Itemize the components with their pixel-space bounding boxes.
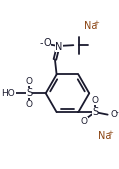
Text: O: O xyxy=(44,39,51,49)
Text: O: O xyxy=(92,96,99,105)
Text: O: O xyxy=(25,101,32,110)
Text: O: O xyxy=(25,77,32,86)
Text: -: - xyxy=(115,108,118,117)
Text: O: O xyxy=(81,117,88,126)
Text: S: S xyxy=(92,107,98,117)
Text: Na: Na xyxy=(84,20,98,31)
Text: -: - xyxy=(40,39,43,49)
Text: +: + xyxy=(93,20,99,26)
Text: Na: Na xyxy=(98,130,112,140)
Text: O: O xyxy=(110,110,117,119)
Text: N: N xyxy=(55,42,63,52)
Text: HO: HO xyxy=(1,89,15,98)
Text: +: + xyxy=(107,130,113,136)
Text: S: S xyxy=(26,88,32,98)
